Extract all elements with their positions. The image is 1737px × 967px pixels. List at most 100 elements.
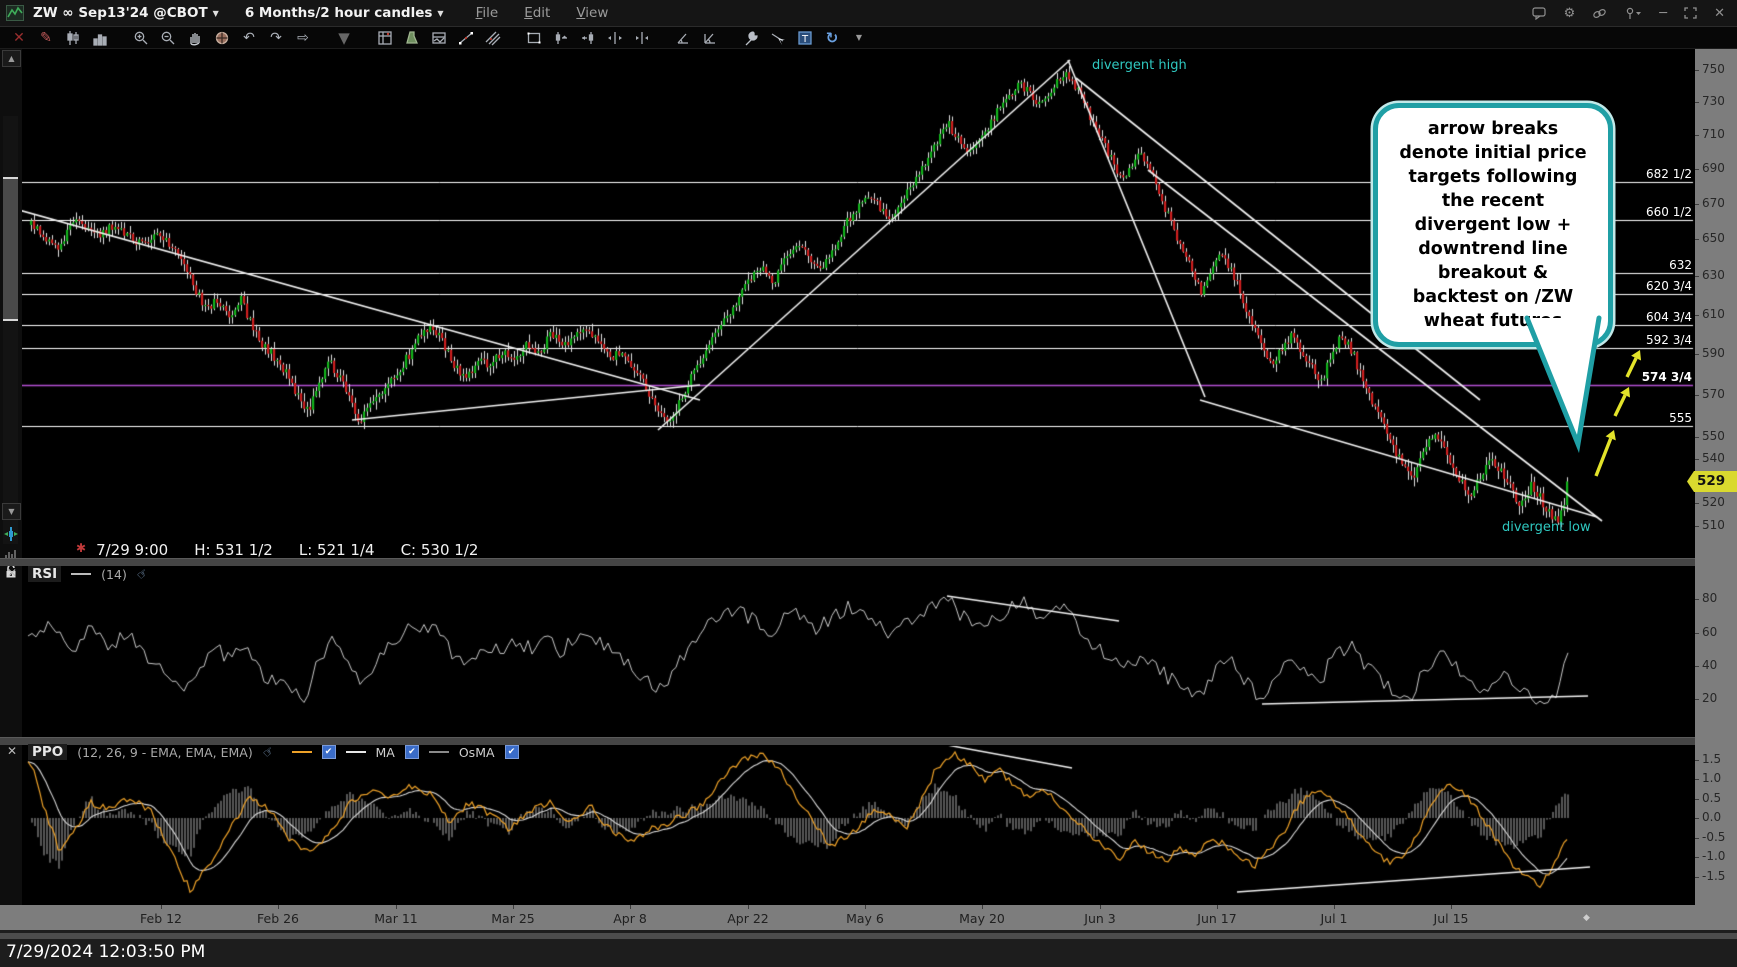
date-tick-mark [1451, 905, 1452, 909]
redo-icon[interactable]: ↷ [270, 29, 282, 46]
price-tick-mark [1695, 168, 1699, 170]
date-axis[interactable]: Feb 12 Feb 26 Mar 11 Mar 25 Apr 8 Apr 22 May 6… [0, 905, 1737, 930]
price-tick-mark [1695, 503, 1699, 505]
rsi-close-button[interactable]: ✕ [6, 566, 18, 580]
rectangle-tool-icon[interactable] [525, 30, 543, 46]
latest-bar-marker-icon[interactable]: ◆ [1583, 913, 1590, 923]
menu-view[interactable]: View [576, 5, 609, 21]
rsi-params[interactable]: (14) [101, 566, 127, 582]
date-tick-mark [630, 905, 631, 909]
draw-pencil-icon[interactable]: ✎ [40, 29, 52, 46]
rsi-title[interactable]: RSI [28, 566, 62, 582]
ppo-tick-label: -0.5 [1702, 829, 1726, 844]
decrease-bar-spacing-icon[interactable] [633, 30, 651, 46]
study-panel-icon[interactable] [430, 30, 448, 46]
angle-tool-icon[interactable] [674, 30, 692, 46]
chart-settings-icon[interactable] [376, 30, 394, 46]
menu-edit[interactable]: Edit [524, 5, 551, 21]
increase-bar-spacing-icon[interactable] [606, 30, 624, 46]
scrollbar-thumb[interactable] [3, 177, 18, 321]
pan-hand-icon[interactable] [186, 30, 204, 46]
expand-bars-left-icon[interactable] [579, 30, 597, 46]
price-tick-label: 610 [1702, 306, 1725, 321]
divergent-high-label[interactable]: divergent high [1092, 58, 1187, 73]
settings-gear-icon[interactable]: ⚙ [1563, 5, 1576, 21]
date-tick-label: Feb 12 [139, 911, 183, 926]
bar-close: C: 530 1/2 [400, 541, 479, 559]
ppo-line-sample [291, 751, 312, 753]
close-button[interactable]: ✕ [1714, 5, 1725, 21]
pointer-hand-icon[interactable]: ☞ [259, 743, 277, 761]
zoom-in-icon[interactable] [132, 30, 150, 46]
date-tick-label: Jun 3 [1084, 911, 1116, 926]
ppo-params[interactable]: (12, 26, 9 - EMA, EMA, EMA) [77, 744, 253, 760]
ppo-panel-divider[interactable] [0, 737, 1695, 745]
trendline-tool-icon[interactable] [457, 30, 475, 46]
ppo-tick-mark [1695, 876, 1699, 878]
delete-drawing-icon[interactable]: ✕ [13, 29, 25, 46]
expand-bars-right-icon[interactable] [552, 30, 570, 46]
parallel-lines-tool-icon[interactable] [484, 30, 502, 46]
maximize-button[interactable] [1684, 7, 1697, 19]
divergent-low-label[interactable]: divergent low [1502, 520, 1591, 535]
ppo-tick-label: -1.0 [1702, 849, 1726, 863]
level-price-label: 574 3/4 [1641, 369, 1692, 384]
scroll-down-button[interactable]: ▼ [2, 503, 21, 520]
ma-checkbox[interactable]: ✔ [404, 745, 419, 759]
globe-crosshair-icon[interactable] [213, 30, 231, 46]
date-tick-label: Apr 8 [613, 911, 647, 926]
date-tick-mark [1217, 905, 1218, 909]
price-tick-label: 670 [1702, 195, 1725, 210]
level-price-label: 620 3/4 [1645, 278, 1692, 293]
pin-icon[interactable] [1624, 7, 1642, 20]
date-tick-mark [1334, 905, 1335, 909]
date-tick-mark [1100, 905, 1101, 909]
osma-checkbox[interactable]: ✔ [504, 745, 519, 759]
date-tick-label: Mar 25 [491, 911, 535, 926]
auto-scale-icon[interactable] [3, 526, 19, 546]
ppo-close-button[interactable]: ✕ [6, 744, 18, 758]
level-price-label: 604 3/4 [1645, 309, 1692, 324]
menu-file[interactable]: File [475, 5, 499, 21]
forward-arrow-icon[interactable]: ⇨ [297, 29, 309, 46]
rsi-panel-divider[interactable] [0, 558, 1695, 566]
angle-tool-alt-icon[interactable] [701, 30, 719, 46]
dropdown-triangle-icon[interactable]: ▼ [338, 28, 350, 47]
symbol-selector[interactable]: ZW ∞ Sep13'24 @CBOT ▼ [33, 5, 219, 21]
timeframe-selector[interactable]: 6 Months/2 hour candles ▼ [245, 5, 444, 21]
candlestick-chart-icon[interactable] [64, 30, 82, 46]
symbol-label: ZW ∞ Sep13'24 @CBOT [33, 5, 208, 21]
ppo-tick-label: 0.0 [1702, 810, 1722, 824]
undo-icon[interactable]: ↶ [243, 29, 255, 46]
ppo-tick-mark [1695, 857, 1699, 858]
price-tick-label: 570 [1702, 386, 1725, 401]
scroll-up-button[interactable]: ▲ [2, 50, 21, 67]
themes-icon[interactable] [403, 30, 421, 46]
svg-text:T: T [801, 34, 809, 45]
volume-bars-icon[interactable] [91, 30, 109, 46]
refresh-dropdown-icon[interactable]: ▼ [855, 33, 863, 42]
price-tick-label: 730 [1702, 94, 1725, 109]
refresh-icon[interactable]: ↻ [825, 28, 839, 47]
price-tick-label: 520 [1702, 495, 1725, 510]
minimize-button[interactable]: ─ [1659, 5, 1668, 21]
crosshair-pointer-icon[interactable] [769, 30, 787, 46]
zoom-out-icon[interactable] [159, 30, 177, 46]
ppo-title[interactable]: PPO [28, 744, 68, 760]
ppo-line-checkbox[interactable]: ✔ [321, 745, 336, 759]
price-tick-mark [1695, 102, 1699, 104]
annotation-callout[interactable]: arrow breaks denote initial price target… [1373, 103, 1613, 347]
ppo-tick-label: 1.0 [1702, 771, 1722, 785]
text-tool-icon[interactable]: T [796, 30, 814, 46]
tools-wrench-icon[interactable] [742, 30, 760, 46]
price-tick-mark [1695, 458, 1699, 460]
ma-line-sample [345, 751, 366, 753]
feedback-bubble-icon[interactable] [1532, 6, 1547, 20]
price-tick-mark [1695, 239, 1699, 241]
rsi-tick-mark [1695, 599, 1699, 601]
date-tick-mark [513, 905, 514, 909]
date-tick-label: Apr 22 [727, 911, 769, 926]
status-bar-strip [0, 933, 1737, 939]
rsi-tick-mark [1695, 699, 1699, 701]
link-icon[interactable] [1592, 8, 1607, 19]
